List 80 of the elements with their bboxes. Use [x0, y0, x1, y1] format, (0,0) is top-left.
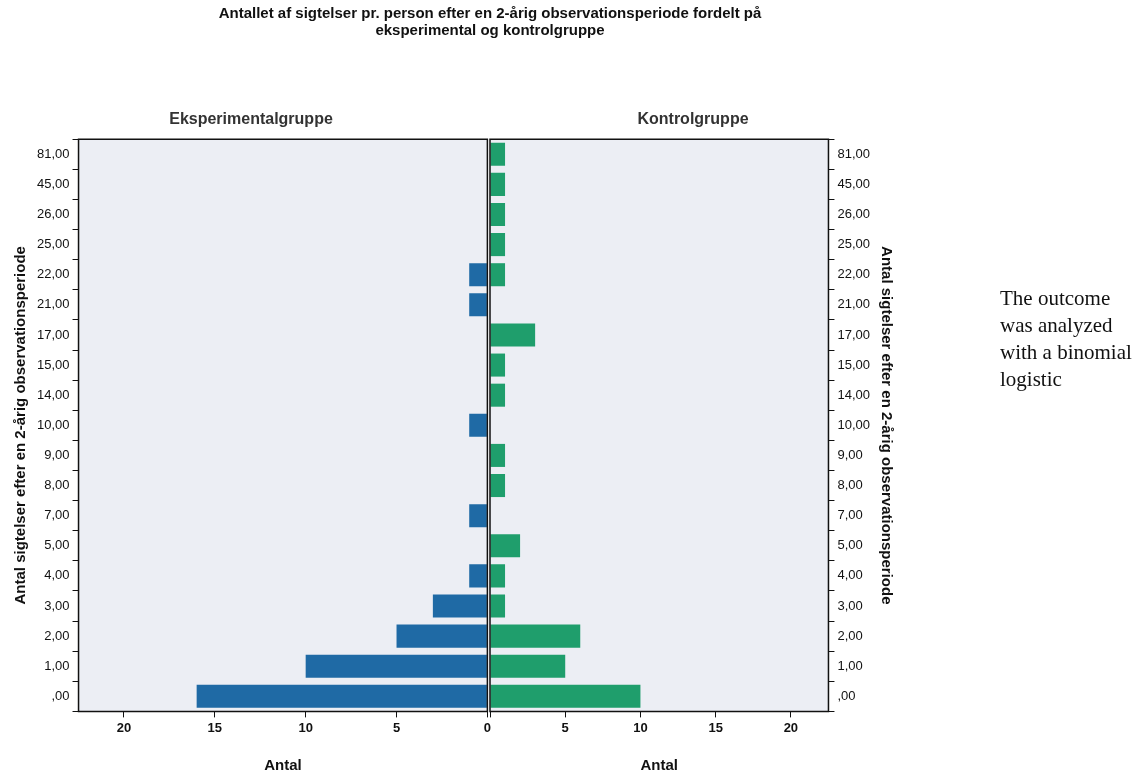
y-tick-label: 81,00: [36, 145, 70, 161]
bar: [490, 323, 536, 347]
x-tick-label: 20: [783, 719, 799, 735]
x-tick-label: 15: [207, 719, 223, 735]
text: The outcome was analyzed with a binomial logistic: [1000, 285, 1133, 393]
y-tick-label: ,00: [837, 687, 856, 703]
chart-subtitle: Kontrolgruppe: [637, 110, 749, 128]
y-tick-label: 7,00: [837, 507, 863, 523]
y-tick-label: 2,00: [44, 627, 70, 643]
y-tick-label: 10,00: [837, 416, 871, 432]
bar: [490, 654, 566, 678]
bar: [490, 564, 506, 588]
x-tick-label: 20: [116, 719, 132, 735]
y-tick-label: 8,00: [44, 477, 70, 493]
y-tick-label: 7,00: [44, 507, 70, 523]
bar: [490, 172, 506, 196]
y-tick-label: 8,00: [837, 477, 863, 493]
bar: [432, 594, 487, 618]
y-tick-label: 17,00: [36, 326, 70, 342]
y-tick-label: ,00: [51, 687, 70, 703]
x-tick-label: 0: [483, 719, 491, 735]
y-tick-label: 5,00: [44, 537, 70, 553]
x-axis-title: Antal: [264, 756, 302, 774]
y-tick-label: 15,00: [837, 356, 871, 372]
bar: [490, 142, 506, 166]
y-axis-title: Antal sigtelser efter en 2-årig observationsperiode: [11, 246, 29, 605]
y-tick-label: 25,00: [837, 236, 871, 252]
x-tick-label: 5: [392, 719, 401, 735]
x-tick-label: 15: [708, 719, 723, 735]
x-axis-title: Antal: [640, 756, 678, 774]
y-tick-label: 45,00: [837, 175, 871, 191]
y-tick-label: 2,00: [837, 627, 863, 643]
y-tick-label: 25,00: [36, 236, 70, 252]
y-tick-label: 3,00: [44, 597, 70, 613]
y-tick-label: 14,00: [837, 386, 871, 402]
y-tick-label: 17,00: [837, 326, 871, 342]
y-tick-label: 15,00: [36, 356, 70, 372]
y-tick-label: 21,00: [837, 296, 871, 312]
bar: [490, 233, 506, 257]
bar: [396, 624, 487, 648]
bar: [469, 564, 487, 588]
bar: [469, 293, 487, 317]
y-tick-label: 3,00: [837, 597, 863, 613]
bar: [469, 504, 487, 528]
bar: [469, 263, 487, 287]
bar: [305, 654, 487, 678]
bar: [490, 263, 506, 287]
y-tick-label: 4,00: [837, 567, 863, 583]
bar: [490, 684, 641, 708]
y-tick-label: 26,00: [36, 206, 70, 222]
y-tick-label: 81,00: [837, 145, 871, 161]
y-tick-label: 45,00: [36, 175, 70, 191]
y-tick-label: 22,00: [36, 266, 70, 282]
y-tick-label: 9,00: [837, 446, 863, 462]
bar: [490, 443, 506, 467]
bar: [196, 684, 487, 708]
y-tick-label: 21,00: [36, 296, 70, 312]
bar: [490, 383, 506, 407]
bar: [490, 474, 506, 498]
y-tick-label: 4,00: [44, 567, 70, 583]
y-tick-label: 9,00: [44, 446, 70, 462]
y-tick-label: 14,00: [36, 386, 70, 402]
y-tick-label: 26,00: [837, 206, 871, 222]
x-tick-label: 10: [298, 719, 313, 735]
x-tick-label: 5: [561, 719, 569, 735]
bar: [469, 413, 487, 437]
y-tick-label: 1,00: [837, 657, 863, 673]
bar: [490, 624, 581, 648]
chart-subtitle: Eksperimentalgruppe: [169, 110, 333, 128]
chart-title: Antallet af sigtelser pr. person efter en 2-årig observationsperiode fordelt på eksperimental og kontrolgruppe: [217, 4, 763, 38]
bar: [490, 353, 506, 377]
y-tick-label: 1,00: [44, 657, 70, 673]
y-tick-label: 5,00: [837, 537, 863, 553]
y-tick-label: 10,00: [36, 416, 70, 432]
bar: [490, 534, 521, 558]
y-tick-label: 22,00: [837, 266, 871, 282]
bar: [490, 202, 506, 227]
x-tick-label: 10: [633, 719, 648, 735]
y-axis-title: Antal sigtelser efter en 2-årig observationsperiode: [878, 246, 896, 605]
bar: [490, 594, 506, 618]
